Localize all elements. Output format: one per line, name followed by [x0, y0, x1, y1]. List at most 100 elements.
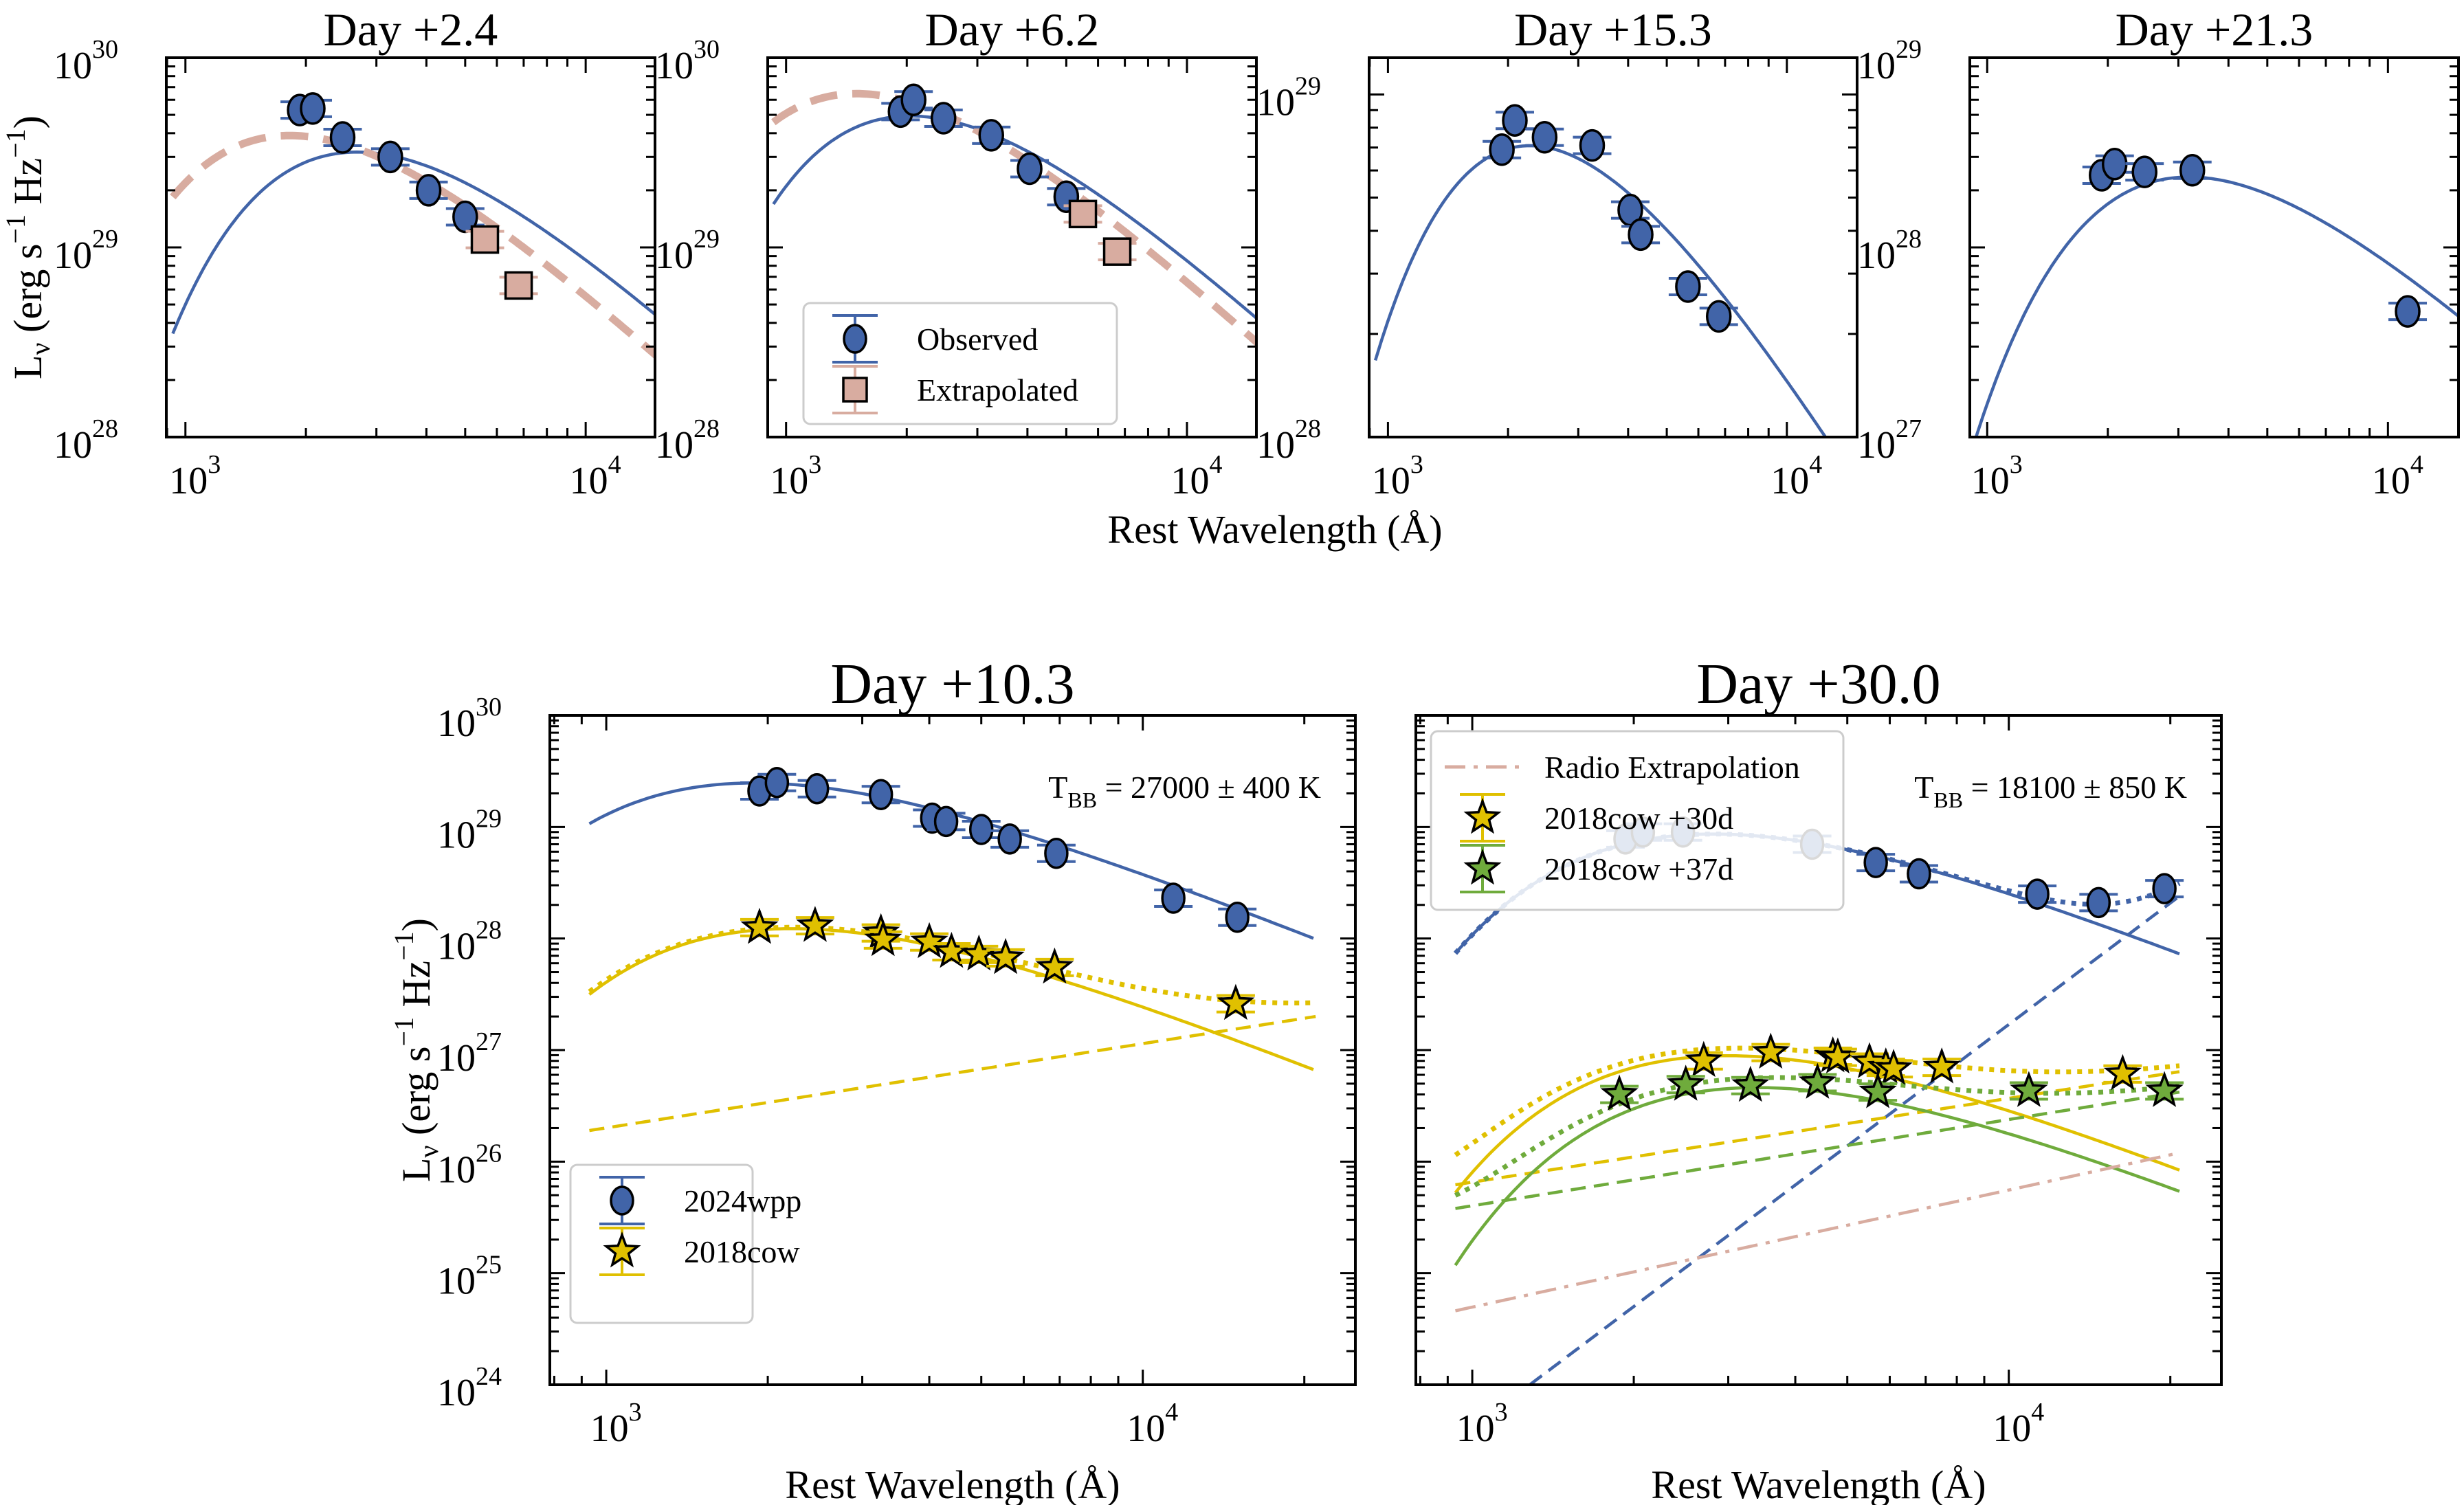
- curve-2018cow-37d-power-law: [1455, 1090, 2180, 1210]
- markers: [881, 83, 1137, 266]
- data-point-2024wpp: [926, 805, 966, 838]
- data-point-2018cow: [863, 919, 902, 957]
- legend-label: Observed: [917, 322, 1038, 357]
- data-point-2024wpp: [1856, 847, 1896, 878]
- curve-radio-extrapolation: [1455, 1151, 2180, 1313]
- markers: [2082, 147, 2428, 328]
- data-point-observed: [370, 140, 410, 174]
- y-tick-label: 1028: [437, 916, 502, 968]
- panel-p1: Day +2.4 103 104 1028 1029 1030 Lν (erg s−1 Hz…: [0, 3, 656, 502]
- data-point-2018cow-30d: [1751, 1032, 1790, 1069]
- y-tick-label: 1029: [655, 225, 720, 277]
- curve-blackbody-fit-observed-: [772, 114, 1256, 320]
- ticks: [1368, 58, 1857, 438]
- data-point-2018cow-37d: [2009, 1071, 2048, 1107]
- legend-entry: 2018cow +37d: [1460, 844, 1733, 893]
- y-tick-label: 1027: [437, 1027, 502, 1080]
- data-point-2024wpp: [990, 823, 1030, 855]
- panel-title: Day +21.3: [2116, 3, 2313, 56]
- data-point-2018cow: [1035, 947, 1074, 984]
- data-point-observed: [972, 119, 1011, 152]
- panel-p5: Day +10.3 103 104 1024 1025 1026 1027 1028 1029 1…: [388, 652, 1357, 1505]
- data-point-observed: [2125, 155, 2164, 188]
- y-tick-label: 1029: [437, 804, 502, 856]
- curve-blackbody-fit-with-extrapolated-: [771, 89, 1256, 347]
- data-point-2018cow-37d: [1731, 1065, 1770, 1102]
- ticks: [1970, 56, 2459, 438]
- y-tick-label: 1029: [54, 225, 118, 277]
- y-tick-label: 1028: [54, 414, 118, 467]
- data-point-extrapolated: [465, 225, 504, 254]
- data-point-2018cow: [795, 906, 834, 942]
- data-point-observed: [1525, 120, 1564, 154]
- ticks: [550, 714, 1355, 1386]
- x-tick-label: 104: [570, 450, 621, 502]
- data-point-2024wpp: [1154, 882, 1193, 914]
- data-point-observed: [1573, 129, 1612, 162]
- data-point-observed: [1496, 104, 1535, 137]
- y-tick-label: 1028: [1256, 414, 1321, 467]
- curves: [170, 131, 655, 360]
- data-point-2024wpp: [1218, 902, 1257, 933]
- y-tick-label: 1030: [655, 35, 720, 87]
- x-tick-label: 103: [770, 450, 821, 502]
- axes-frame: [165, 56, 656, 438]
- panel-title: Day +30.0: [1696, 652, 1940, 716]
- legend-box: [802, 302, 1118, 425]
- data-point-2018cow-30d: [1874, 1049, 1913, 1085]
- legend-entry: Observed: [832, 314, 1038, 364]
- curve-2024wpp-power-law: [1529, 895, 2181, 1385]
- legend: Observed Extrapolated: [802, 302, 1118, 425]
- panel-title: Day +2.4: [324, 3, 498, 56]
- data-point-observed: [293, 92, 333, 125]
- data-point-extrapolated: [1098, 237, 1137, 266]
- y-tick-label: 1028: [1857, 225, 1922, 277]
- panel-p2: Day +6.2 103 104 1028 1029 1030 Observed Extrap…: [655, 3, 1258, 502]
- legend-entry: 2024wpp: [599, 1176, 801, 1225]
- data-point-2018cow-37d: [2145, 1071, 2184, 1107]
- data-point-2024wpp: [2018, 878, 2057, 910]
- legend: Radio Extrapolation 2018cow +30d 2018cow +…: [1430, 730, 1845, 911]
- panel-title: Day +10.3: [830, 652, 1074, 716]
- data-point-observed: [1699, 300, 1738, 333]
- markers: [740, 766, 1257, 1021]
- legend-label: 2018cow +37d: [1544, 851, 1733, 887]
- data-point-observed: [1668, 270, 1707, 303]
- curve-blackbody-fit: [1974, 175, 2459, 437]
- y-tick-label: 1026: [437, 1139, 502, 1191]
- data-point-2024wpp: [962, 814, 1001, 845]
- panel-title: Day +15.3: [1514, 3, 1712, 56]
- y-tick-label: 1029: [1256, 71, 1321, 124]
- markers: [1483, 104, 1738, 333]
- data-point-observed: [894, 83, 933, 116]
- curve-blackbody-fit-with-extrapolated-: [170, 131, 655, 360]
- x-tick-label: 103: [1372, 450, 1423, 502]
- data-point-observed: [1483, 133, 1522, 166]
- data-point-2018cow-37d: [1600, 1074, 1639, 1111]
- data-point-2024wpp: [1899, 858, 1938, 890]
- data-point-2018cow: [986, 937, 1025, 974]
- x-tick-label: 103: [1971, 450, 2023, 502]
- data-point-2018cow-37d: [1858, 1072, 1898, 1108]
- data-point-2024wpp: [757, 766, 797, 799]
- temperature-annotation: TBB = 27000 ± 400 K: [1048, 770, 1321, 812]
- data-point-2018cow: [1216, 983, 1255, 1021]
- curves: [1373, 144, 1828, 437]
- data-point-observed: [409, 174, 448, 207]
- y-tick-label: 1027: [1857, 414, 1922, 467]
- y-axis-label: Lν (erg s−1 Hz−1): [388, 918, 444, 1182]
- x-tick-label: 104: [1126, 1398, 1178, 1450]
- data-point-2024wpp: [2145, 873, 2184, 904]
- data-point-2018cow-37d: [1666, 1064, 1705, 1101]
- legend-label: Extrapolated: [917, 372, 1078, 408]
- legend-entry: Extrapolated: [832, 365, 1078, 414]
- data-point-2018cow-30d: [1818, 1037, 1857, 1074]
- y-tick-label: 1028: [655, 414, 720, 467]
- y-tick-label: 1024: [437, 1362, 502, 1414]
- curve-blackbody-fit: [1373, 144, 1828, 437]
- legend-label: Radio Extrapolation: [1544, 750, 1800, 785]
- curves: [771, 89, 1256, 347]
- temperature-annotation: TBB = 18100 ± 850 K: [1914, 770, 2187, 812]
- data-point-observed: [2173, 154, 2212, 187]
